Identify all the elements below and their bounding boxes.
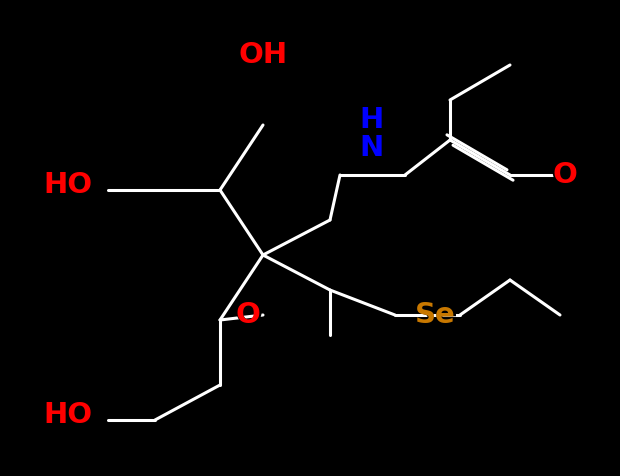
Text: Se: Se (412, 298, 458, 331)
Text: OH: OH (235, 39, 291, 71)
Text: N: N (358, 131, 386, 165)
Text: O: O (236, 301, 260, 329)
Text: O: O (551, 159, 579, 191)
Text: Se: Se (415, 301, 455, 329)
Text: O: O (234, 298, 262, 331)
Text: H: H (358, 103, 386, 137)
Text: N: N (360, 134, 384, 162)
Text: HO: HO (40, 398, 96, 432)
Text: HO: HO (40, 169, 96, 201)
Text: HO: HO (43, 401, 92, 429)
Text: HO: HO (43, 171, 92, 199)
Text: H: H (360, 106, 384, 134)
Text: O: O (552, 161, 577, 189)
Text: OH: OH (239, 41, 288, 69)
